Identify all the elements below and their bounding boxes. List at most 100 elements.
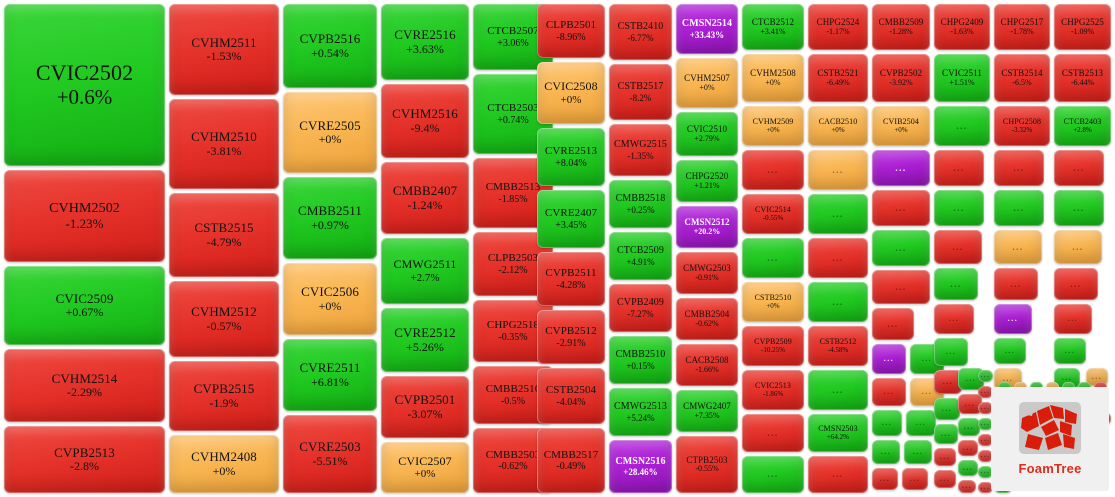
treemap-cell[interactable]: CVIC2508 +0% (537, 62, 605, 124)
treemap-cell-collapsed[interactable]: ... (1054, 190, 1104, 226)
treemap-cell-collapsed[interactable]: ... (978, 386, 993, 398)
treemap-cell[interactable]: CMWG2511 +2.7% (381, 238, 469, 304)
treemap-cell[interactable]: CVHM2508 +0% (742, 54, 804, 102)
treemap-cell-collapsed[interactable]: ... (994, 338, 1026, 364)
treemap-cell[interactable]: CVRE2407 +3.45% (537, 190, 605, 248)
treemap-cell[interactable]: CMSN2503 +64.2% (808, 414, 868, 452)
treemap-cell[interactable]: CHPG2517 -1.78% (994, 4, 1050, 50)
treemap-cell[interactable]: CMWG2503 -0.91% (676, 252, 738, 294)
treemap-cell-collapsed[interactable]: ... (808, 150, 868, 190)
treemap-cell[interactable]: CVHM2511 -1.53% (169, 4, 279, 95)
treemap-cell-collapsed[interactable]: ... (872, 308, 914, 340)
treemap-cell[interactable]: CVHM2408 +0% (169, 435, 279, 493)
treemap-cell[interactable]: CVPB2409 -7.27% (609, 284, 672, 332)
treemap-cell-collapsed[interactable]: ... (1054, 304, 1092, 334)
treemap-cell[interactable]: CHPG2520 +1.21% (676, 160, 738, 202)
treemap-cell[interactable]: CVRE2516 +3.63% (381, 4, 469, 80)
treemap-cell-collapsed[interactable]: ... (994, 304, 1032, 334)
treemap-cell[interactable]: CTPB2503 -0.55% (676, 436, 738, 493)
treemap-cell[interactable]: CMSN2516 +28.46% (609, 440, 672, 493)
treemap-cell-collapsed[interactable]: ... (958, 460, 978, 476)
treemap-cell-collapsed[interactable]: ... (934, 230, 982, 264)
treemap-cell-collapsed[interactable]: ... (978, 402, 993, 414)
treemap-cell-collapsed[interactable]: ... (872, 468, 898, 490)
treemap-cell-collapsed[interactable]: ... (994, 230, 1042, 264)
treemap-cell[interactable]: CSTB2513 -6.44% (1054, 54, 1111, 102)
treemap-cell-collapsed[interactable]: ... (934, 150, 984, 186)
treemap-cell-collapsed[interactable]: ... (934, 304, 974, 334)
treemap-cell[interactable]: CSTB2521 -6.49% (808, 54, 868, 102)
treemap-cell-collapsed[interactable]: ... (742, 150, 804, 190)
treemap-cell-collapsed[interactable]: ... (994, 268, 1038, 300)
treemap-cell[interactable]: CMBB2504 -0.62% (676, 298, 738, 340)
treemap-cell-collapsed[interactable]: ... (1054, 150, 1104, 186)
treemap-cell-collapsed[interactable]: ... (1054, 268, 1098, 300)
treemap-cell[interactable]: CVRE2511 +6.81% (283, 339, 377, 411)
treemap-cell-collapsed[interactable]: ... (872, 270, 930, 304)
treemap-cell[interactable]: CMWG2513 +5.24% (609, 388, 672, 436)
treemap-cell[interactable]: CSTB2504 -4.04% (537, 368, 605, 424)
treemap-cell[interactable]: CMWG2515 -1.35% (609, 124, 672, 176)
treemap-cell-collapsed[interactable]: ... (872, 344, 906, 374)
treemap-cell-collapsed[interactable]: ... (872, 190, 930, 226)
treemap-cell[interactable]: CMBB2511 +0.97% (283, 177, 377, 259)
treemap-cell[interactable]: CMBB2509 -1.28% (872, 4, 930, 50)
treemap-cell[interactable]: CVRE2505 +0% (283, 92, 377, 173)
treemap-cell[interactable]: CSTB2512 -4.58% (808, 326, 868, 366)
treemap-cell[interactable]: CVHM2514 -2.29% (4, 349, 165, 422)
treemap-cell[interactable]: CHPG2508 -3.32% (994, 106, 1050, 146)
treemap-cell-collapsed[interactable]: ... (978, 418, 993, 430)
treemap-cell[interactable]: CACB2510 +0% (808, 106, 868, 146)
treemap-cell-collapsed[interactable]: ... (994, 190, 1044, 226)
treemap-cell-collapsed[interactable]: ... (808, 282, 868, 322)
treemap-cell[interactable]: CSTB2410 -6.77% (609, 4, 672, 60)
treemap-cell[interactable]: CSTB2514 -6.5% (994, 54, 1050, 102)
treemap-cell[interactable]: CTCB2509 +4.91% (609, 232, 672, 280)
treemap-cell[interactable]: CSTB2515 -4.79% (169, 193, 279, 277)
treemap-cell[interactable]: CHPG2524 -1.17% (808, 4, 868, 50)
treemap-cell-collapsed[interactable]: ... (958, 440, 978, 456)
treemap-cell[interactable]: CVIC2507 +0% (381, 442, 469, 493)
treemap-cell[interactable]: CVIC2511 +1.51% (934, 54, 990, 102)
treemap-cell[interactable]: CLPB2501 -8.96% (537, 4, 605, 58)
treemap-cell[interactable]: CVHM2510 -3.81% (169, 99, 279, 189)
treemap-cell[interactable]: CVRE2513 +8.04% (537, 128, 605, 186)
treemap-cell[interactable]: CVPB2509 -10.25% (742, 326, 804, 366)
treemap-cell-collapsed[interactable]: ... (742, 414, 804, 452)
treemap-cell[interactable]: CSTB2510 +0% (742, 282, 804, 322)
treemap-cell[interactable]: CMWG2407 +7.35% (676, 390, 738, 432)
treemap-cell-collapsed[interactable]: ... (1086, 368, 1108, 386)
treemap-cell[interactable]: CACB2508 -1.66% (676, 344, 738, 386)
treemap-cell-collapsed[interactable]: ... (1054, 230, 1102, 264)
treemap-cell-collapsed[interactable]: ... (934, 424, 958, 444)
treemap-cell[interactable]: CHPG2525 -1.09% (1054, 4, 1111, 50)
treemap-cell-collapsed[interactable]: ... (902, 468, 928, 490)
treemap-cell-collapsed[interactable]: ... (808, 370, 868, 410)
treemap-cell-collapsed[interactable]: ... (934, 448, 956, 466)
treemap-cell-collapsed[interactable]: ... (934, 106, 990, 146)
treemap-cell[interactable]: CTCB2403 +2.8% (1054, 106, 1111, 146)
treemap-cell-collapsed[interactable]: ... (978, 450, 993, 462)
treemap-cell-collapsed[interactable]: ... (934, 370, 962, 394)
treemap-cell-collapsed[interactable]: ... (978, 482, 993, 493)
treemap-cell[interactable]: CVIC2513 -1.86% (742, 370, 804, 410)
treemap-cell[interactable]: CVIC2502 +0.6% (4, 4, 165, 166)
treemap-cell[interactable]: CVIB2504 +0% (872, 106, 930, 146)
treemap-cell-collapsed[interactable]: ... (934, 398, 960, 420)
treemap-cell[interactable]: CVRE2512 +5.26% (381, 308, 469, 372)
treemap-cell-collapsed[interactable]: ... (808, 456, 868, 493)
treemap-cell-collapsed[interactable]: ... (808, 238, 868, 278)
treemap-cell-collapsed[interactable]: ... (978, 466, 993, 478)
treemap-cell-collapsed[interactable]: ... (958, 418, 980, 436)
treemap-cell-collapsed[interactable]: ... (934, 470, 956, 488)
treemap-cell[interactable]: CMBB2518 +0.25% (609, 180, 672, 228)
treemap-cell-collapsed[interactable]: ... (994, 150, 1044, 186)
treemap-cell[interactable]: CVPB2516 +0.54% (283, 4, 377, 88)
treemap-cell[interactable]: CVHM2507 +0% (676, 58, 738, 108)
treemap-cell[interactable]: CVPB2502 -3.92% (872, 54, 930, 102)
treemap-cell[interactable]: CVRE2503 -5.51% (283, 415, 377, 493)
treemap-cell[interactable]: CMBB2407 -1.24% (381, 162, 469, 234)
treemap-cell-collapsed[interactable]: ... (978, 370, 993, 382)
treemap-cell-collapsed[interactable]: ... (872, 440, 900, 464)
treemap-cell[interactable]: CVPB2512 -2.91% (537, 310, 605, 364)
